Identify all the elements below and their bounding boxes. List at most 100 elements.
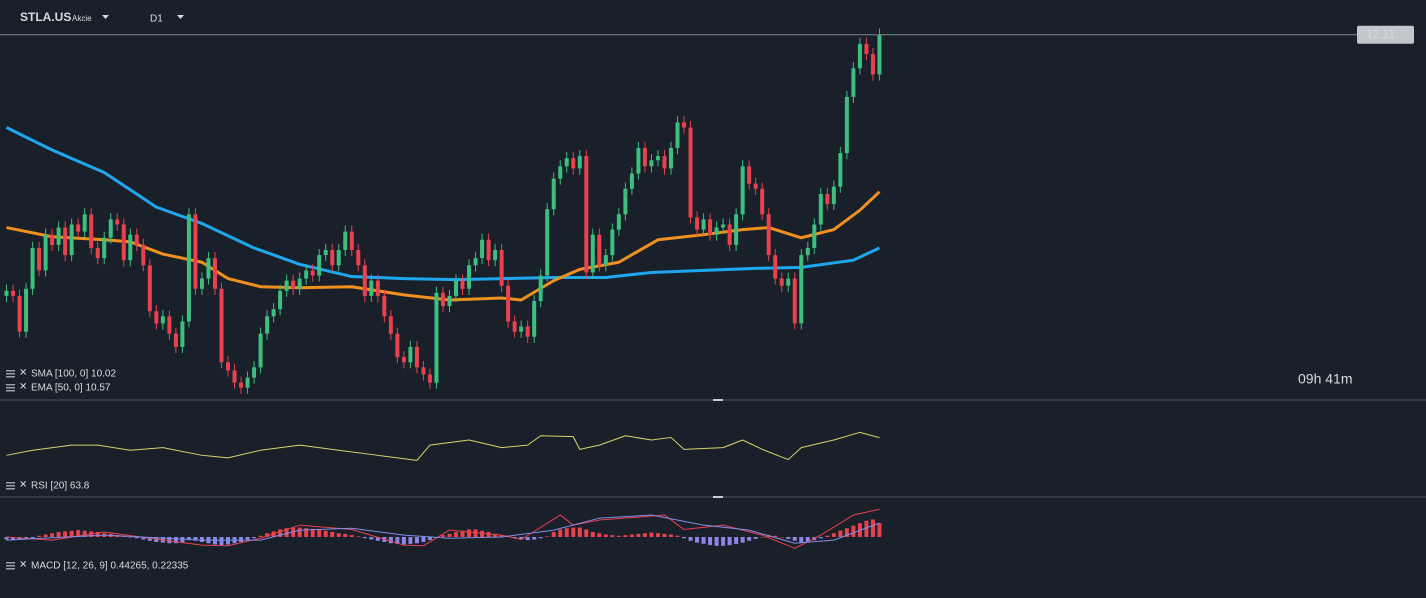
candle-body — [343, 231, 348, 250]
timeframe[interactable]: D1 — [150, 14, 163, 25]
macd-bar — [675, 535, 680, 538]
candle-body — [564, 158, 569, 167]
svg-text:✕: ✕ — [19, 560, 27, 571]
macd-bar — [590, 531, 595, 538]
macd-bar — [668, 534, 673, 538]
candle-body — [831, 186, 836, 205]
candle-body — [121, 224, 126, 261]
candle-body — [818, 193, 823, 225]
candle-body — [480, 239, 485, 259]
macd-bar — [317, 529, 322, 538]
candle-body — [786, 278, 791, 286]
candle-body — [551, 178, 556, 210]
macd-bar — [427, 537, 432, 541]
macd-bar — [753, 537, 758, 539]
macd-bar — [831, 533, 836, 538]
macd-bar — [558, 529, 563, 538]
candle-body — [538, 275, 543, 302]
macd-bar — [199, 537, 204, 543]
candle-body — [239, 382, 244, 388]
symbol-dropdown[interactable] — [102, 15, 109, 19]
candle-body — [141, 244, 146, 266]
macd-bar — [499, 535, 504, 538]
macd-bar — [864, 520, 869, 538]
panel-handle[interactable] — [713, 399, 723, 401]
candle-body — [252, 367, 257, 378]
macd-bar — [440, 535, 445, 538]
candle-body — [460, 280, 465, 289]
candle-body — [695, 217, 700, 230]
macd-bar — [11, 537, 16, 541]
candle-body — [610, 229, 615, 256]
macd-bar — [43, 534, 48, 538]
candle-body — [291, 280, 296, 289]
macd-bar — [375, 537, 380, 541]
candle-body — [525, 326, 530, 337]
candle-body — [226, 362, 231, 371]
indicator-icons[interactable]: ✕ ✕ ✕ ✕ — [6, 368, 27, 571]
candle-body — [212, 258, 217, 289]
candle-body — [271, 309, 276, 317]
macd-bar — [844, 528, 849, 538]
candle-body — [180, 321, 185, 347]
macd-bar — [701, 537, 706, 544]
candle-body — [317, 255, 322, 276]
macd-bar — [877, 523, 882, 538]
macd-bar — [818, 537, 823, 539]
macd-bar — [467, 529, 472, 538]
macd-bar — [219, 537, 224, 546]
legend-entry: MACD [12, 26, 9] 0.44265, 0.22335 — [31, 561, 189, 572]
legend-entry: SMA [100, 0] 10.02 — [31, 369, 116, 380]
macd-bar — [682, 537, 687, 539]
candle-body — [206, 258, 211, 279]
candle-body — [512, 321, 517, 332]
indicator-line — [6, 508, 880, 549]
candle-body — [414, 346, 419, 368]
candle-body — [662, 156, 667, 169]
candle-body — [82, 214, 87, 232]
candle-body — [603, 255, 608, 266]
macd-bar — [343, 533, 348, 538]
timeframe-dropdown[interactable] — [177, 15, 184, 19]
macd-bar — [134, 537, 139, 539]
candle-body — [102, 237, 107, 259]
macd-bar — [786, 537, 791, 539]
macd-bar — [454, 531, 459, 538]
candle-body — [284, 280, 289, 291]
candle-body — [597, 234, 602, 266]
candle-body — [69, 224, 74, 256]
candle-body — [877, 34, 882, 75]
candle-body — [623, 188, 628, 215]
candle-body — [577, 156, 582, 169]
candle-body — [571, 158, 576, 169]
legend-entry: EMA [50, 0] 10.57 — [31, 383, 111, 394]
candle-body — [17, 295, 22, 332]
macd-bar — [304, 528, 309, 538]
macd-bar — [193, 537, 198, 541]
candle-body — [336, 250, 341, 266]
candle-body — [851, 68, 856, 97]
candle-body — [532, 301, 537, 337]
candle-body — [173, 333, 178, 347]
candle-body — [193, 214, 198, 289]
panel-handle[interactable] — [713, 496, 723, 498]
symbol[interactable]: STLA.US — [20, 10, 71, 24]
candle-body — [747, 166, 752, 184]
candle-body — [760, 188, 765, 215]
macd-bar — [447, 533, 452, 538]
macd-bar — [291, 527, 296, 538]
macd-bar — [714, 537, 719, 546]
candle-body — [356, 250, 361, 266]
candle-body — [128, 234, 133, 261]
macd-bar — [773, 535, 778, 538]
macd-bar — [239, 537, 244, 543]
candle-body — [37, 247, 42, 271]
macd-bar — [760, 537, 765, 538]
candle-body — [688, 127, 693, 218]
candle-body — [642, 147, 647, 167]
macd-bar — [851, 525, 856, 538]
candle-body — [545, 209, 550, 276]
macd-bar — [584, 529, 589, 538]
